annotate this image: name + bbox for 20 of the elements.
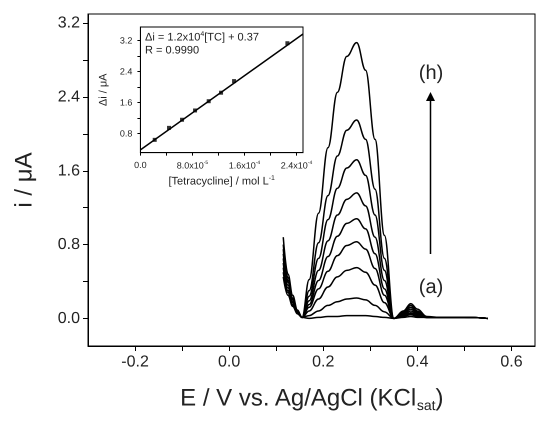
y-tick-label: 0.8 — [58, 236, 80, 254]
x-tick-label: 0.4 — [406, 354, 429, 370]
y-tick-label: 2.4 — [58, 88, 80, 106]
x-tick-label: 0.6 — [500, 354, 523, 370]
y-tick-label: 2.4 — [120, 66, 132, 76]
y-tick-label: 3.2 — [58, 14, 80, 32]
annotation: R = 0.9990 — [145, 44, 200, 56]
x-tick-label: 0.2 — [312, 354, 334, 370]
x-tick-label: 0.0 — [218, 354, 240, 370]
y-tick-label: 0.0 — [58, 310, 80, 327]
x-tick-label: 0.0 — [134, 160, 147, 170]
y-tick-label: 0.8 — [120, 128, 132, 138]
annotation: (a) — [418, 276, 444, 298]
y-tick-label: 3.2 — [120, 36, 132, 46]
annotation: (h) — [418, 62, 444, 84]
y-axis-title: Δi / μA — [98, 72, 110, 106]
x-tick-label: -0.2 — [121, 354, 149, 370]
y-tick-label: 1.6 — [58, 162, 80, 180]
y-tick-label: 1.6 — [120, 97, 132, 108]
y-axis-title: i / μA — [10, 152, 38, 208]
